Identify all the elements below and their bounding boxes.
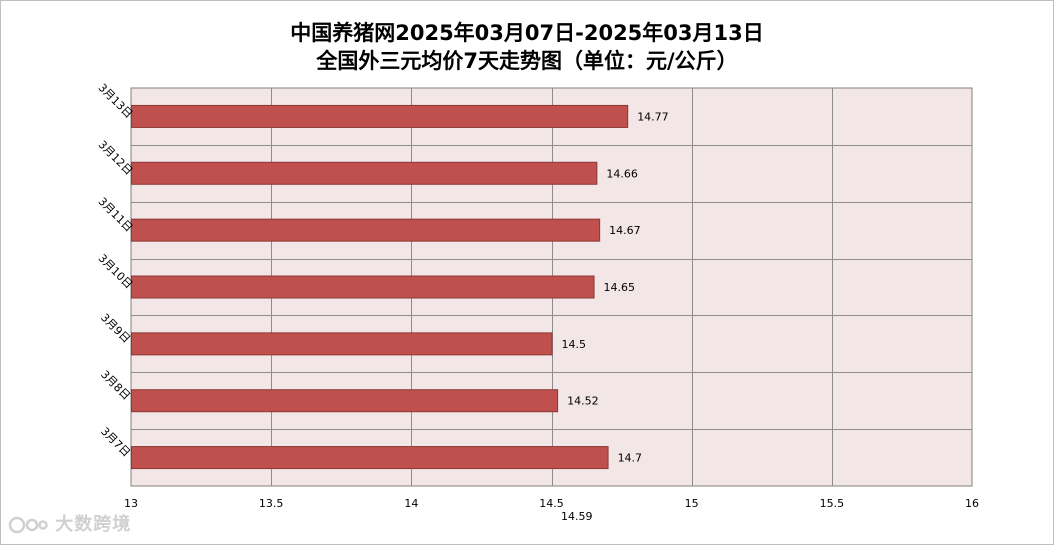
category-label: 3月8日 (98, 368, 133, 403)
bar-1 (131, 104, 629, 128)
chart-title-line-2: 全国外三元均价7天走势图（单位：元/公斤） (316, 49, 738, 73)
bar-value-label: 14.67 (609, 224, 641, 237)
category-label: 3月12日 (96, 138, 136, 178)
category-label: 3月10日 (96, 252, 136, 292)
bar-2 (131, 161, 598, 185)
bar-value-label: 14.7 (618, 452, 643, 465)
bar-4 (131, 275, 595, 299)
x-tick-label: 15 (685, 497, 699, 510)
bar-value-label: 14.66 (606, 167, 638, 180)
watermark: 大数跨境 (8, 510, 131, 536)
bar-7 (131, 446, 609, 470)
category-label: 3月11日 (96, 195, 136, 235)
x-tick-label: 13.5 (259, 497, 284, 510)
bar-5 (131, 332, 553, 356)
watermark-text: 大数跨境 (55, 514, 132, 535)
category-label: 3月13日 (96, 81, 136, 121)
category-label: 3月9日 (98, 311, 133, 346)
bar-value-label: 14.5 (562, 338, 587, 351)
chart-title-line-1: 中国养猪网2025年03月07日-2025年03月13日 (290, 21, 764, 45)
x-tick-label: 16 (965, 497, 979, 510)
bar-value-label: 14.77 (637, 110, 669, 123)
category-label: 3月7日 (98, 425, 133, 460)
bar-3 (131, 218, 601, 242)
bar-6 (131, 389, 559, 413)
x-tick-label: 14 (404, 497, 418, 510)
average-value-label: 14.59 (561, 510, 593, 523)
bar-value-label: 14.52 (567, 395, 599, 408)
x-tick-label: 13 (124, 497, 138, 510)
watermark-logo-icon (8, 516, 48, 534)
x-tick-label: 14.5 (539, 497, 564, 510)
x-tick-label: 15.5 (820, 497, 845, 510)
bar-value-label: 14.65 (604, 281, 636, 294)
